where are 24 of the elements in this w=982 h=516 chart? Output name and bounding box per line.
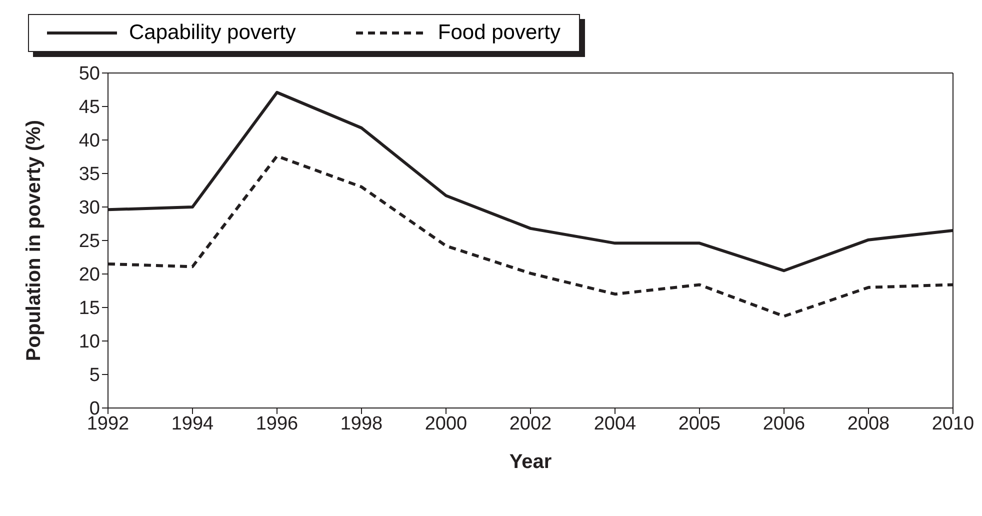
x-tick-label: 2008 [847,413,890,434]
x-tick-label: 2002 [509,413,552,434]
x-tick-label: 2000 [424,413,468,434]
legend-label: Capability poverty [129,21,296,45]
y-axis-title: Population in poverty (%) [23,120,46,362]
x-tick-label: 2004 [594,413,637,434]
y-tick-label: 35 [78,164,100,186]
y-tick-label: 30 [78,198,100,219]
x-tick-label: 2005 [678,413,721,434]
x-tick-label: 1994 [171,413,214,434]
y-tick-label: 20 [78,264,100,286]
y-tick-label: 25 [78,231,100,252]
y-tick-label: 40 [78,130,100,152]
x-tick-label: 2006 [762,413,806,434]
y-tick-label: 15 [78,298,100,320]
x-tick-label: 1998 [340,413,383,434]
y-tick-label: 5 [89,365,100,386]
x-tick-label: 2010 [932,413,974,434]
y-tick-label: 45 [78,97,100,118]
x-axis-title: Year [509,451,552,473]
y-tick-label: 50 [78,64,100,85]
x-tick-label: 1996 [256,413,298,434]
legend-label: Food poverty [438,21,560,45]
y-tick-label: 10 [78,332,100,353]
